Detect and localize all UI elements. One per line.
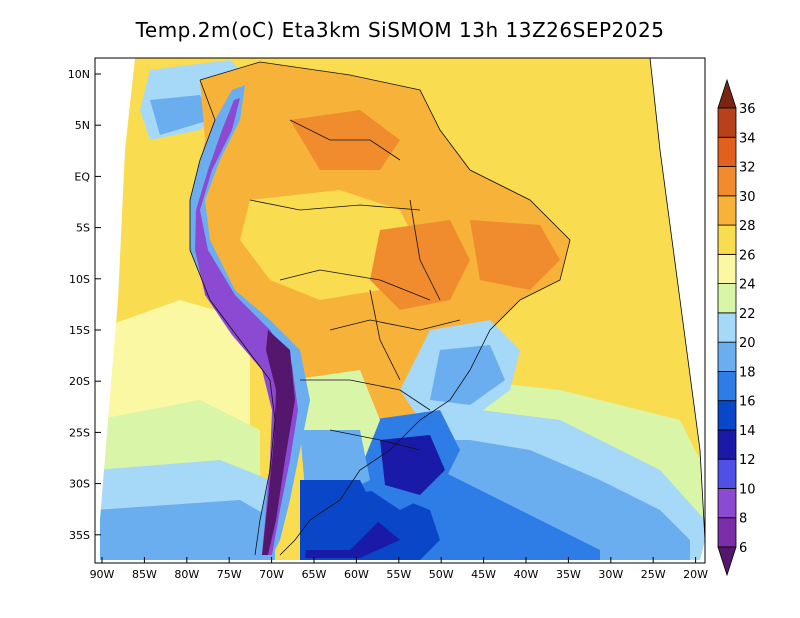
lat-tick-label: 10S bbox=[69, 273, 90, 286]
lat-tick-label: 5S bbox=[76, 222, 90, 235]
northeast-brazil-hot bbox=[470, 220, 560, 290]
colorbar-segment bbox=[717, 166, 737, 197]
colorbar-level-label: 20 bbox=[739, 336, 756, 351]
colorbar-level-label: 34 bbox=[739, 131, 756, 146]
colorbar-level-label: 22 bbox=[739, 307, 756, 322]
andes-coldest-zone bbox=[262, 330, 295, 555]
colorbar-level-label: 14 bbox=[739, 424, 756, 439]
lon-tick-label: 55W bbox=[386, 568, 411, 581]
colorbar-segment bbox=[717, 488, 737, 519]
lat-tick-label: EQ bbox=[74, 170, 90, 183]
colorbar-segment bbox=[717, 107, 737, 138]
colorbar-level-label: 18 bbox=[739, 365, 756, 380]
colorbar-top-triangle bbox=[717, 78, 737, 109]
temperature-field bbox=[100, 58, 705, 560]
lon-tick-label: 60W bbox=[344, 568, 369, 581]
southeast-colder-highlands bbox=[430, 345, 505, 405]
country-borders bbox=[189, 61, 571, 556]
lon-tick-label: 65W bbox=[302, 568, 327, 581]
lat-tick-label: 5N bbox=[75, 119, 90, 132]
pacific-cold-region bbox=[100, 500, 275, 560]
lon-tick-label: 25W bbox=[641, 568, 666, 581]
latitude-axis: 10N 5N EQ 5S 10S 15S 20S 25S 30S 35S bbox=[68, 68, 101, 542]
lon-tick-label: 70W bbox=[259, 568, 284, 581]
colorbar-segment bbox=[717, 195, 737, 226]
colorbar-segment bbox=[717, 400, 737, 431]
lon-tick-label: 35W bbox=[556, 568, 581, 581]
colorbar-segment bbox=[717, 283, 737, 314]
colorbar-level-label: 24 bbox=[739, 278, 756, 293]
lon-tick-label: 90W bbox=[90, 568, 115, 581]
colorbar-segment bbox=[717, 370, 737, 402]
colorbar-bottom-triangle bbox=[717, 546, 737, 577]
lat-tick-label: 20S bbox=[69, 375, 90, 388]
lon-tick-label: 50W bbox=[429, 568, 454, 581]
colorbar-level-label: 36 bbox=[739, 102, 756, 117]
colorbar-segment bbox=[717, 312, 737, 343]
lat-tick-label: 35S bbox=[69, 529, 90, 542]
colorbar-level-label: 12 bbox=[739, 453, 756, 468]
colorbar-level-label: 16 bbox=[739, 395, 756, 410]
colorbar-segment bbox=[717, 458, 737, 489]
colorbar-level-label: 8 bbox=[739, 512, 747, 527]
lon-tick-label: 30W bbox=[598, 568, 623, 581]
lon-tick-label: 75W bbox=[217, 568, 242, 581]
colorbar-segment bbox=[717, 136, 737, 167]
lon-tick-label: 20W bbox=[683, 568, 708, 581]
map-title: Temp.2m(oC) Eta3km SiSMOM 13h 13Z26SEP20… bbox=[135, 18, 665, 42]
lat-tick-label: 10N bbox=[68, 68, 90, 81]
colorbar-level-label: 30 bbox=[739, 190, 756, 205]
andes-cold-zone bbox=[195, 98, 298, 555]
lon-tick-label: 40W bbox=[514, 568, 539, 581]
colorbar-segment bbox=[717, 429, 737, 460]
colorbar: 6 8 10 12 14 16 18 20 22 24 26 28 30 32 34 36 bbox=[717, 78, 756, 577]
colorbar-level-label: 10 bbox=[739, 482, 756, 497]
colorbar-segment bbox=[717, 253, 737, 284]
colorbar-segment bbox=[717, 517, 737, 548]
colorbar-level-label: 32 bbox=[739, 161, 756, 176]
central-brazil-hot bbox=[370, 220, 470, 310]
lon-tick-label: 80W bbox=[174, 568, 199, 581]
colorbar-level-label: 28 bbox=[739, 219, 756, 234]
lat-tick-label: 15S bbox=[69, 324, 90, 337]
colorbar-level-label: 26 bbox=[739, 248, 756, 263]
plot-frame bbox=[94, 57, 706, 564]
lon-tick-label: 85W bbox=[132, 568, 157, 581]
colorbar-level-label: 6 bbox=[739, 541, 747, 556]
pampas-cold-region bbox=[300, 480, 380, 550]
north-pacific-cold bbox=[150, 95, 210, 135]
colorbar-segment bbox=[717, 224, 737, 255]
south-brazil-colder bbox=[380, 435, 445, 495]
lon-tick-label: 45W bbox=[471, 568, 496, 581]
lat-tick-label: 25S bbox=[69, 426, 90, 439]
lat-tick-label: 30S bbox=[69, 478, 90, 491]
colorbar-segment bbox=[717, 341, 737, 372]
longitude-axis: 90W 85W 80W 75W 70W 65W 60W 55W 50W 45W 40W 35W 30W 2… bbox=[90, 557, 708, 581]
